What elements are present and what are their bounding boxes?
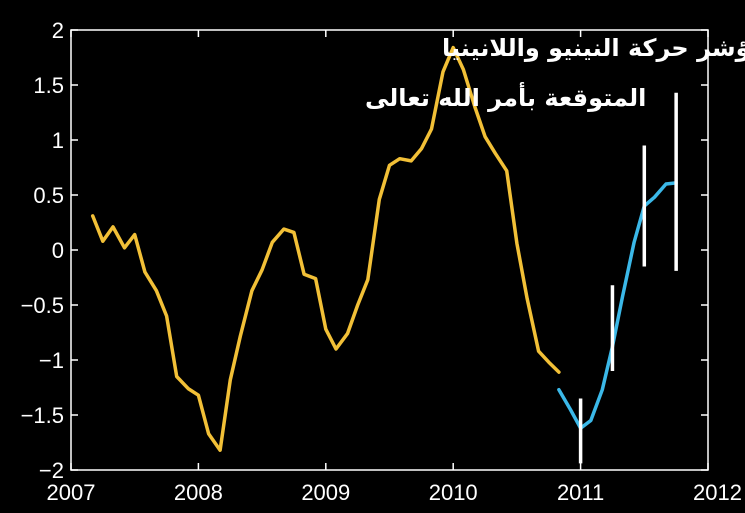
- y-tick-label: 1: [52, 128, 64, 153]
- x-axis: 2007 2008 2009 2010 2011 2012: [47, 30, 742, 505]
- x-tick-label: 2012: [693, 480, 742, 505]
- x-tick-label: 2008: [174, 480, 223, 505]
- series-line-1: [90, 45, 561, 452]
- y-tick-label: 2: [52, 18, 64, 43]
- y-axis: 2 1.5 1 0.5 0 −0.5 −1 −1.5 −2: [21, 18, 708, 483]
- chart-title-line-1: مؤشر حركة النينيو واللانينيا: [442, 34, 745, 62]
- y-tick-label: −2: [39, 458, 64, 483]
- error-bars: [578, 92, 678, 464]
- x-tick-label: 2011: [557, 480, 604, 505]
- x-tick-label: 2009: [301, 480, 350, 505]
- y-tick-label: −0.5: [21, 293, 64, 318]
- y-tick-label: −1.5: [21, 403, 64, 428]
- y-tick-label: −1: [39, 348, 64, 373]
- y-tick-label: 1.5: [33, 73, 64, 98]
- chart-title-line-2: المتوقعة بأمر الله تعالى: [365, 82, 646, 112]
- series-line-2: [557, 181, 678, 430]
- y-tick-label: 0: [52, 238, 64, 263]
- x-tick-label: 2007: [47, 480, 96, 505]
- y-tick-label: 0.5: [33, 183, 64, 208]
- x-tick-label: 2010: [429, 480, 478, 505]
